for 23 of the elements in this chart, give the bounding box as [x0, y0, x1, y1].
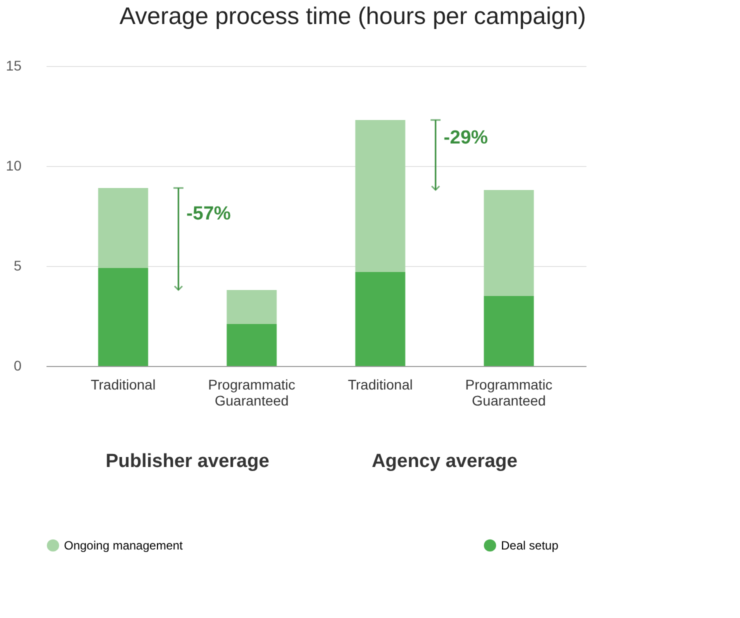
bar — [98, 188, 148, 268]
bar — [98, 268, 148, 366]
y-tick-label: 15 — [6, 58, 22, 74]
bar — [226, 290, 277, 324]
annotation: -57% — [186, 204, 231, 224]
x-tick-label: Programmatic Guaranteed — [208, 376, 296, 408]
bar — [484, 190, 534, 296]
legend-label: Ongoing management — [64, 538, 184, 552]
bar — [484, 296, 534, 366]
chart-title: Average process time (hours per campaign) — [120, 3, 586, 30]
x-tick-label: Traditional — [90, 376, 156, 392]
text: Publisher average — [106, 451, 270, 472]
bar — [355, 272, 406, 366]
x-tick-label: Traditional — [348, 376, 413, 392]
x-tick-label: Programmatic Guaranteed — [465, 376, 552, 408]
bar — [355, 120, 406, 272]
legend-label: Deal setup — [501, 538, 559, 552]
y-tick-label: 5 — [14, 258, 22, 274]
annotation: -29% — [444, 128, 488, 148]
bar — [226, 324, 277, 366]
text: Agency average — [372, 451, 518, 472]
y-tick-label: 10 — [6, 158, 22, 174]
y-tick-label: 0 — [14, 358, 22, 374]
